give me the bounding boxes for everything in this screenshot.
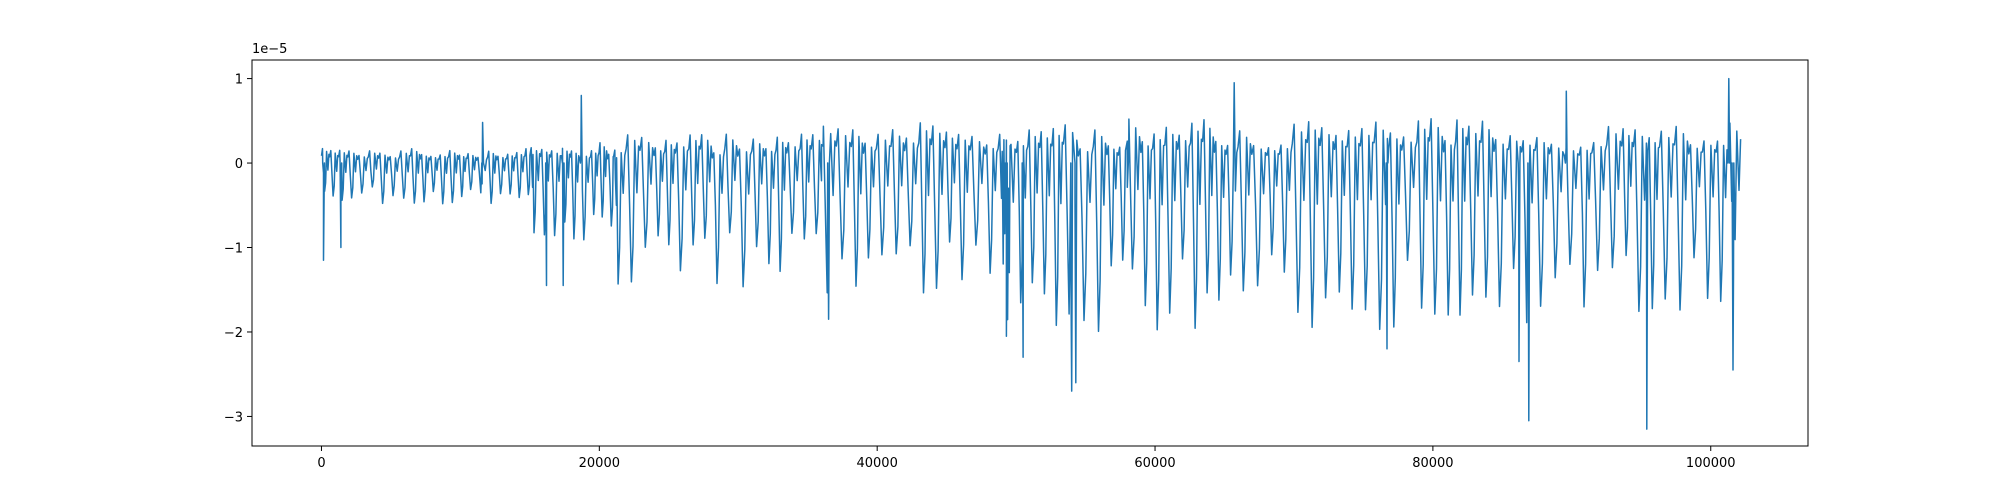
y-offset-label: 1e−5: [252, 42, 287, 57]
x-tick-label: 100000: [1686, 456, 1736, 471]
y-tick-label: −3: [224, 410, 243, 425]
y-tick-label: −1: [224, 242, 243, 257]
series-line: [320, 77, 1742, 430]
x-axis-ticks: 0 20000 40000 60000 80000 100000: [317, 446, 1736, 471]
plot-area: [251, 59, 1809, 447]
y-axis-ticks: 1 0 −1 −2 −3: [224, 73, 252, 425]
x-tick-label: 40000: [856, 456, 897, 471]
x-tick-label: 20000: [579, 456, 620, 471]
y-tick-label: −2: [224, 326, 243, 341]
y-tick-label: 0: [235, 157, 243, 172]
x-tick-label: 80000: [1412, 456, 1453, 471]
y-tick-label: 1: [235, 73, 243, 88]
axes-frame: [251, 59, 1809, 447]
x-tick-label: 0: [317, 456, 325, 471]
x-tick-label: 60000: [1134, 456, 1175, 471]
